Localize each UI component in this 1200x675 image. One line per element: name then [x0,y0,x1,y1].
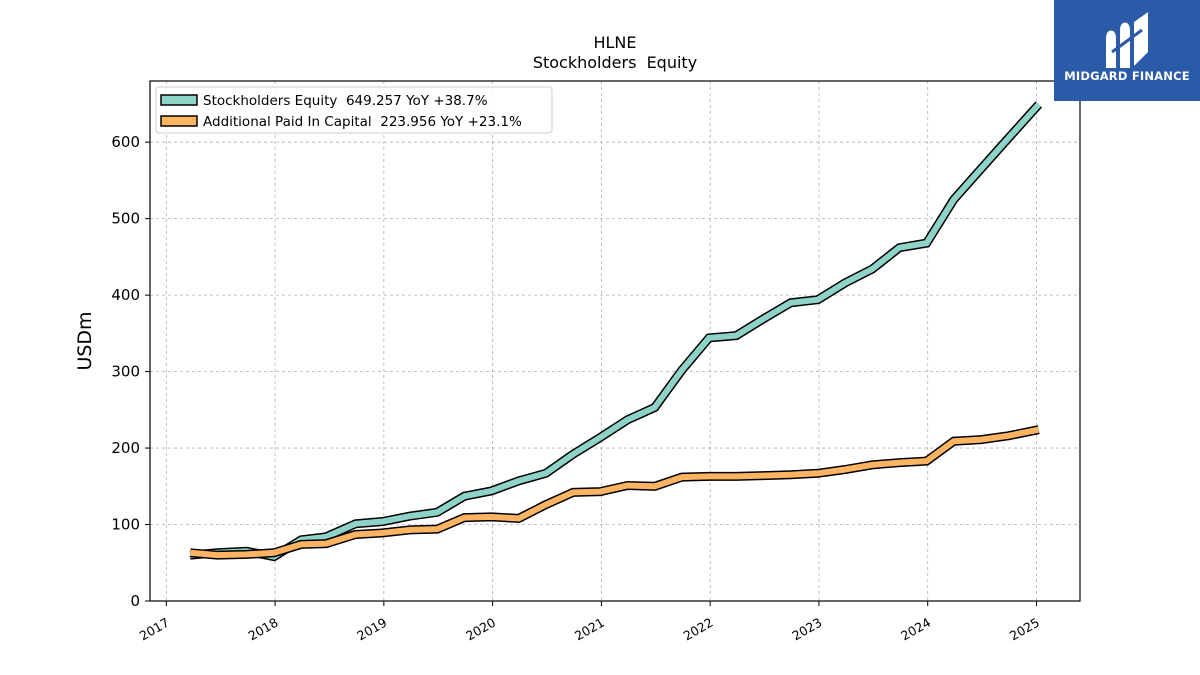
x-tick-label: 2021 [572,615,607,644]
y-tick-label: 400 [111,286,140,304]
brand-mark-icon [1106,12,1148,68]
legend-label-1: Additional Paid In Capital 223.956 YoY +… [203,114,522,130]
legend-box [155,86,553,134]
midgard-finance-logo: MIDGARD FINANCE [1054,0,1200,101]
legend-swatch-1 [160,115,198,127]
y-tick-label: 200 [111,439,140,457]
grid-lines [150,81,1080,602]
y-axis-label: USDm [74,311,96,370]
brand-text: MIDGARD FINANCE [1064,69,1190,83]
plot-frame [149,80,1081,602]
y-tick-label: 300 [111,363,140,381]
x-tick-label: 2020 [463,615,498,644]
series-lines [189,101,1043,562]
x-tick-label: 2024 [898,615,933,644]
y-tick-label: 500 [111,210,140,228]
x-tick-label: 2025 [1007,615,1042,644]
axes: 0 100 200 300 400 500 600 2017 2018 2019 2020 2021 2… [111,133,1042,643]
y-tick-label: 600 [111,133,140,151]
x-tick-label: 2017 [137,615,172,644]
series-line-0 [189,102,1041,560]
legend: Stockholders Equity 649.257 YoY +38.7% Ad… [155,86,553,134]
legend-swatch-0 [160,94,198,106]
legend-label-0: Stockholders Equity 649.257 YoY +38.7% [203,93,488,109]
y-tick-label: 0 [130,592,140,610]
chart-subtitle: Stockholders Equity [533,53,697,72]
x-tick-label: 2022 [681,615,716,644]
series-line-1 [189,426,1040,559]
chart-title: HLNE [593,33,636,52]
x-tick-label: 2018 [246,615,281,644]
y-tick-label: 100 [111,516,140,534]
x-tick-label: 2023 [789,615,824,644]
x-tick-label: 2019 [354,615,389,644]
